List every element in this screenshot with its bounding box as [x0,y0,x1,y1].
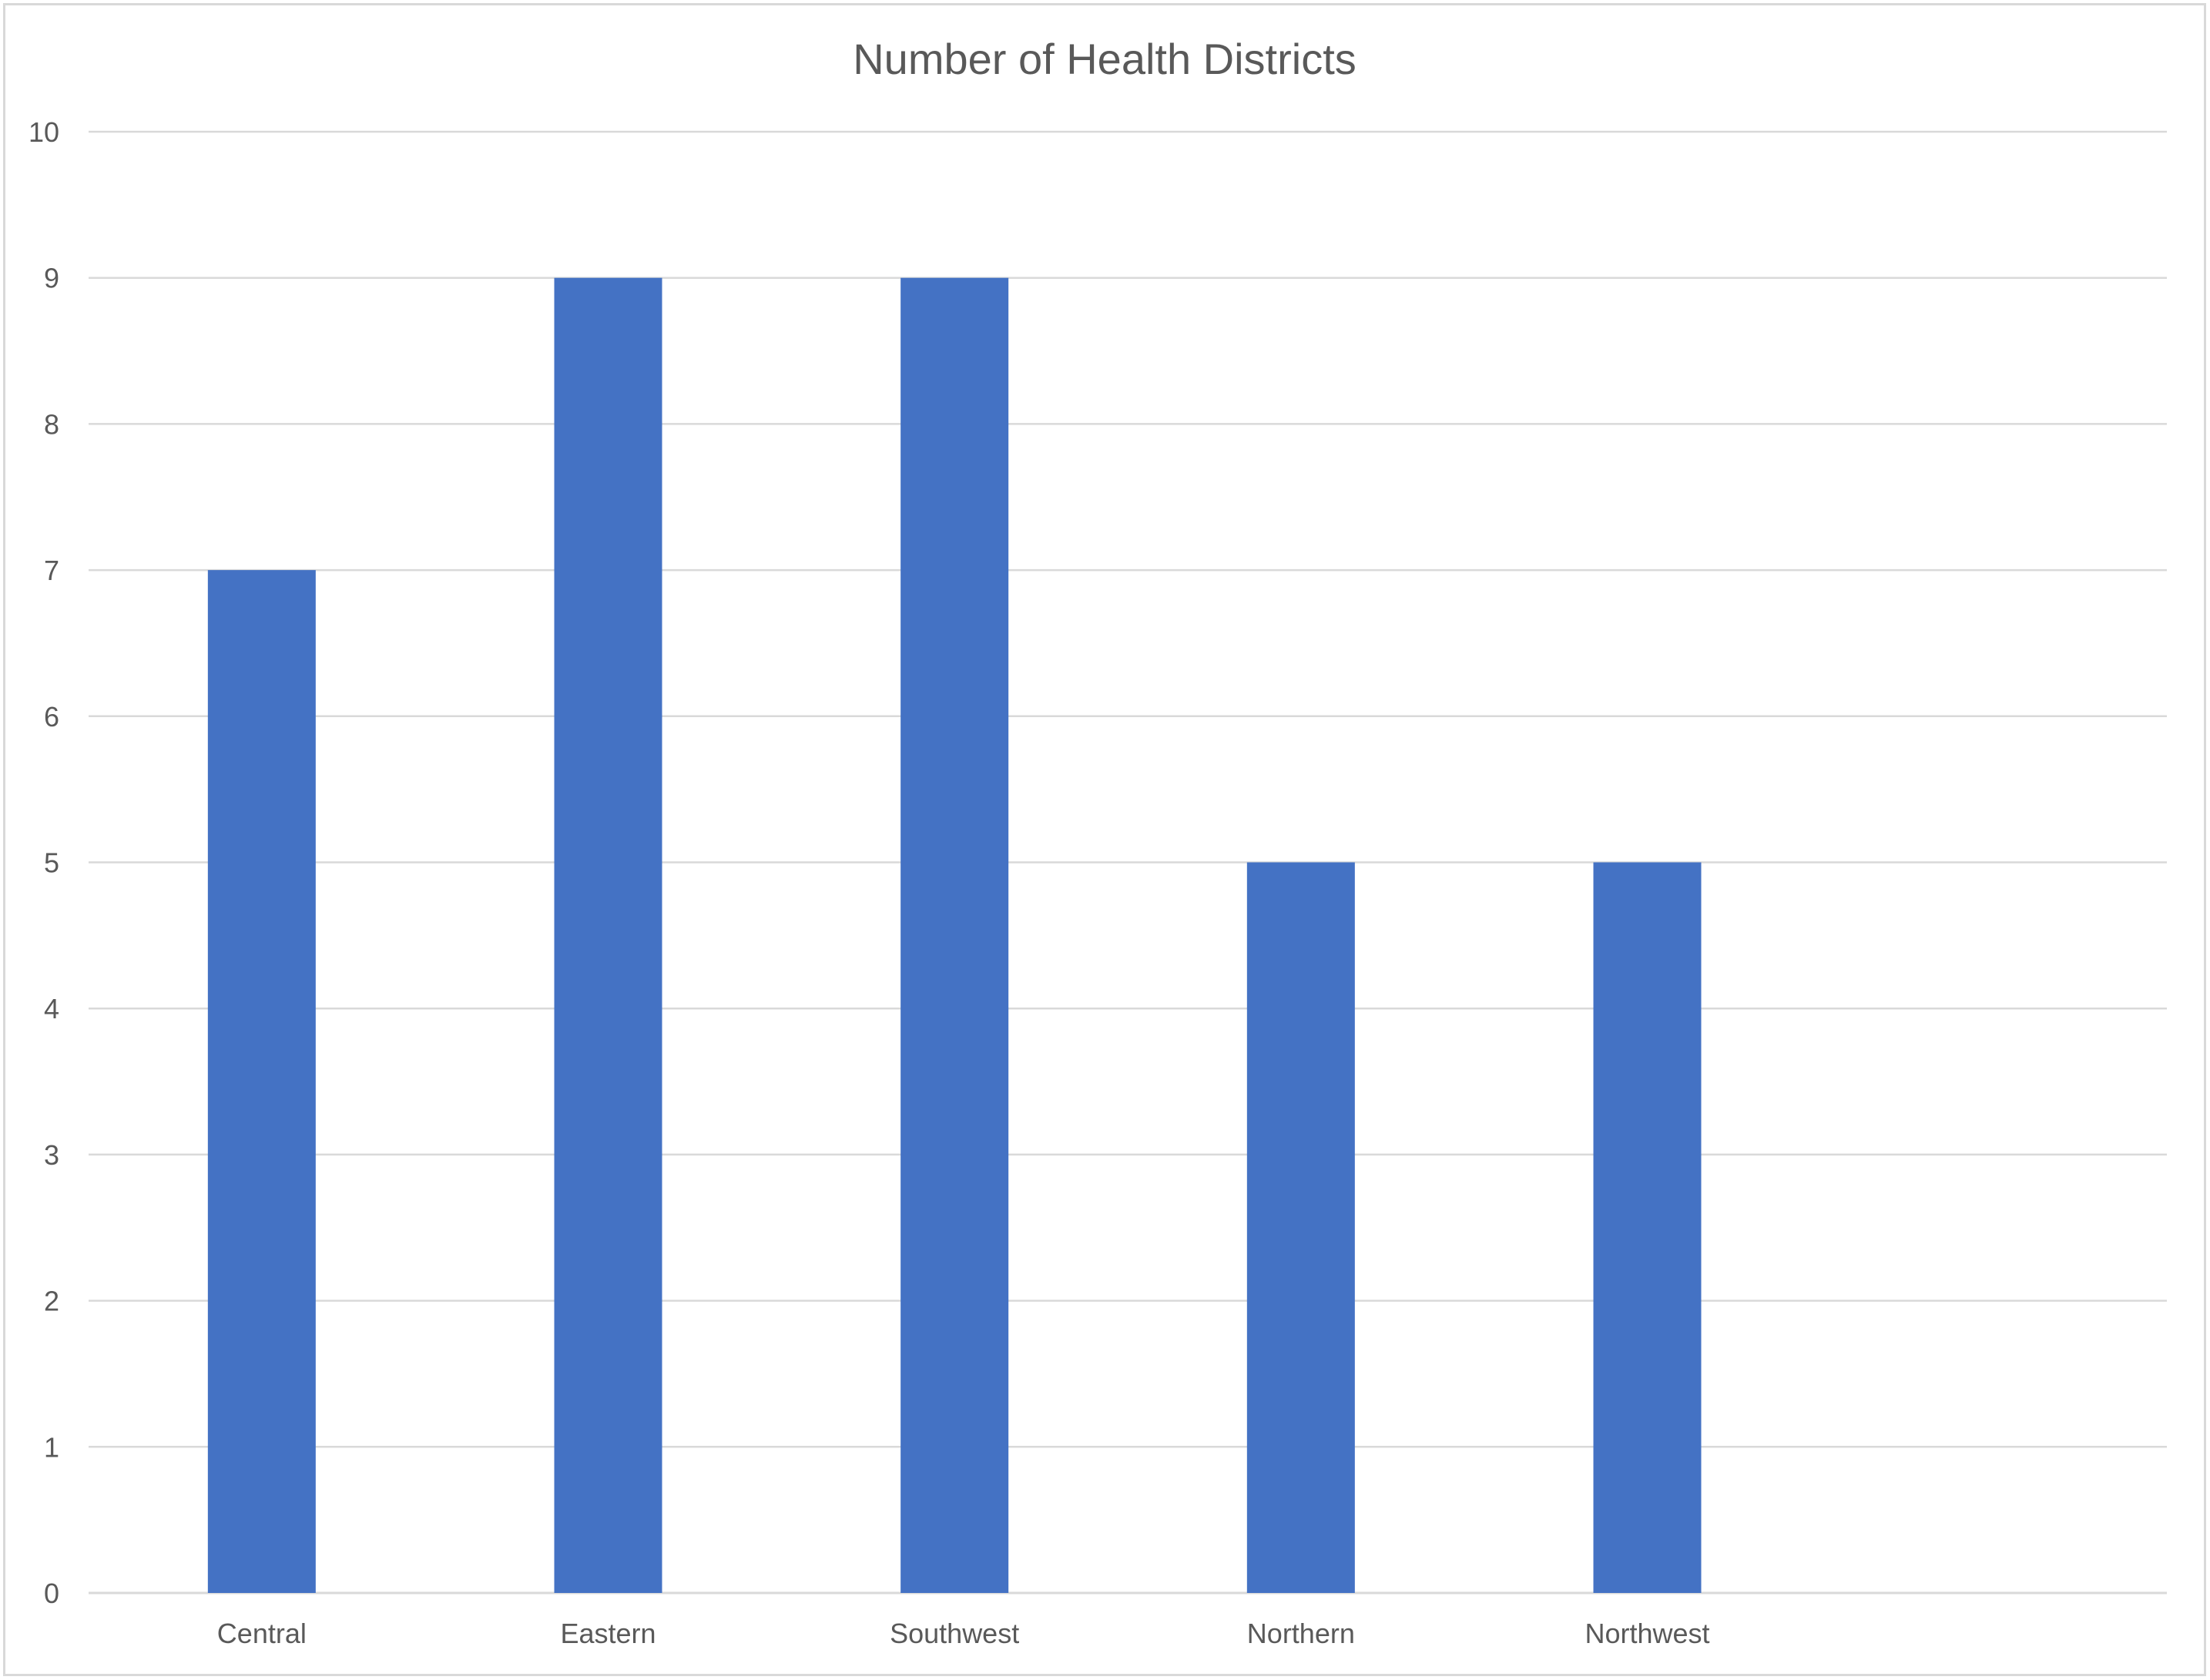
y-tick-label: 9 [44,263,59,294]
gridlines [89,130,2167,1594]
y-tick-label: 4 [44,993,59,1024]
bar-central [207,570,316,1593]
bar-southwest [900,277,1009,1594]
chart-title: Number of Health Districts [853,35,1357,83]
y-tick-label: 8 [44,408,59,440]
y-tick-label: 6 [44,701,59,733]
y-axis-tick-labels: 0 1 2 3 4 5 6 7 8 9 10 [29,116,59,1609]
x-tick-label-southwest: Southwest [890,1618,1019,1649]
y-tick-label: 2 [44,1286,59,1317]
bar-northern [1246,862,1355,1593]
y-tick-label: 5 [44,847,59,879]
y-tick-label: 7 [44,555,59,586]
bars [207,277,1702,1594]
bar-eastern [554,277,662,1594]
chart-frame [3,3,2206,1676]
x-tick-label-eastern: Eastern [560,1618,656,1649]
y-tick-label: 1 [44,1431,59,1463]
x-tick-label-northwest: Northwest [1585,1618,1709,1649]
x-axis-tick-labels: Central Eastern Southwest Northern Northwest [217,1618,1710,1649]
y-tick-label: 0 [44,1578,59,1609]
x-tick-label-northern: Northern [1247,1618,1355,1649]
x-tick-label-central: Central [217,1618,307,1649]
bar-northwest [1593,862,1702,1593]
y-tick-label: 3 [44,1139,59,1171]
y-tick-label: 10 [29,116,59,148]
